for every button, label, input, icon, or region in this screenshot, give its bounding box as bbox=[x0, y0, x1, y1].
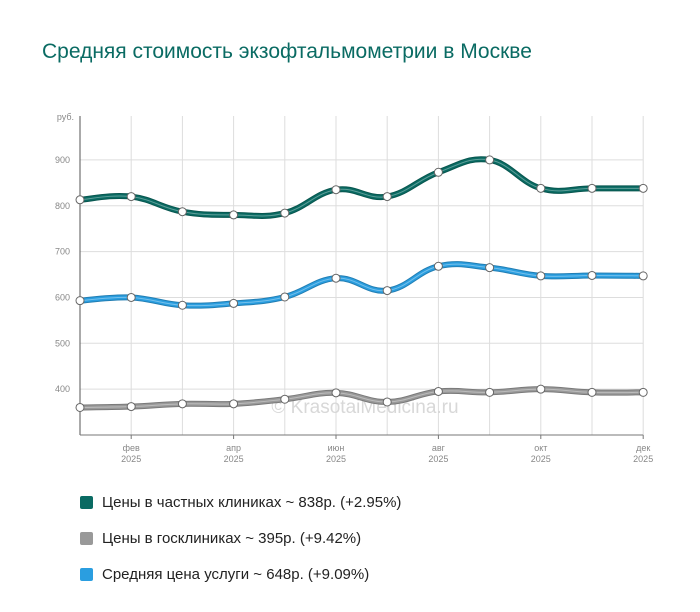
data-point-public bbox=[485, 387, 495, 397]
legend-label-public: Цены в госклиниках ~ 395р. (+9.42%) bbox=[102, 529, 362, 547]
data-point-public bbox=[382, 397, 392, 407]
data-point-average bbox=[229, 298, 239, 308]
x-tick-year: 2025 bbox=[531, 454, 551, 464]
data-point-private bbox=[433, 167, 443, 177]
x-tick-month: окт bbox=[534, 443, 547, 453]
x-tick-year: 2025 bbox=[633, 454, 653, 464]
data-point-average bbox=[587, 270, 597, 280]
chart-axes: 400500600700800900руб.фев2025апр2025июн2… bbox=[55, 112, 653, 464]
legend: Цены в частных клиниках ~ 838р. (+2.95%)… bbox=[80, 484, 401, 592]
data-point-public bbox=[433, 386, 443, 396]
legend-item-private[interactable]: Цены в частных клиниках ~ 838р. (+2.95%) bbox=[80, 484, 401, 520]
y-tick-label: 700 bbox=[55, 247, 70, 257]
series-line-public-highlight bbox=[79, 388, 644, 408]
data-point-private bbox=[75, 195, 85, 205]
data-point-public bbox=[536, 384, 546, 394]
data-point-average bbox=[75, 296, 85, 306]
data-point-average bbox=[536, 271, 546, 281]
x-tick-month: фев bbox=[123, 443, 140, 453]
y-tick-label: 600 bbox=[55, 292, 70, 302]
legend-item-average[interactable]: Средняя цена услуги ~ 648р. (+9.09%) bbox=[80, 556, 401, 592]
data-point-private bbox=[331, 185, 341, 195]
data-point-average bbox=[280, 292, 290, 302]
data-point-average bbox=[485, 263, 495, 273]
data-point-public bbox=[126, 402, 136, 412]
y-tick-label: 800 bbox=[55, 201, 70, 211]
legend-swatch-public bbox=[80, 531, 93, 545]
data-point-public bbox=[280, 394, 290, 404]
data-point-average bbox=[177, 300, 187, 310]
x-tick-month: авг bbox=[432, 443, 446, 453]
data-point-average bbox=[638, 271, 648, 281]
chart-title: Средняя стоимость экзофтальмометрии в Мо… bbox=[42, 40, 532, 63]
x-tick-year: 2025 bbox=[326, 454, 346, 464]
series-line-private bbox=[78, 157, 646, 218]
data-point-public bbox=[229, 399, 239, 409]
data-point-private bbox=[229, 210, 239, 220]
data-point-public bbox=[587, 387, 597, 397]
data-point-private bbox=[177, 207, 187, 217]
y-tick-label: 900 bbox=[55, 155, 70, 165]
series-line-average-highlight bbox=[79, 263, 644, 307]
data-point-public bbox=[75, 402, 85, 412]
data-point-private bbox=[280, 208, 290, 218]
data-point-public bbox=[177, 399, 187, 409]
chart-grid bbox=[79, 116, 644, 435]
data-point-private bbox=[382, 192, 392, 202]
line-chart: 400500600700800900руб.фев2025апр2025июн2… bbox=[55, 112, 653, 464]
data-point-private bbox=[587, 183, 597, 193]
y-tick-label: 400 bbox=[55, 384, 70, 394]
legend-swatch-private bbox=[80, 495, 93, 509]
x-tick-month: июн bbox=[328, 443, 345, 453]
series-line-public bbox=[78, 387, 646, 410]
y-tick-label: 500 bbox=[55, 338, 70, 348]
data-point-average bbox=[433, 261, 443, 271]
data-point-private bbox=[126, 192, 136, 202]
data-point-average bbox=[331, 273, 341, 283]
data-point-public bbox=[331, 388, 341, 398]
watermark: © KrasotaiMedicina.ru bbox=[271, 397, 458, 418]
x-tick-month: дек bbox=[636, 443, 650, 453]
x-tick-year: 2025 bbox=[121, 454, 141, 464]
data-point-private bbox=[638, 183, 648, 193]
data-point-private bbox=[536, 183, 546, 193]
legend-label-average: Средняя цена услуги ~ 648р. (+9.09%) bbox=[102, 565, 370, 583]
data-point-average bbox=[382, 286, 392, 296]
x-tick-year: 2025 bbox=[428, 454, 448, 464]
chart-series bbox=[75, 155, 648, 412]
legend-label-private: Цены в частных клиниках ~ 838р. (+2.95%) bbox=[102, 493, 402, 511]
data-point-public bbox=[638, 387, 648, 397]
data-point-private bbox=[485, 155, 495, 165]
x-tick-month: апр bbox=[226, 443, 241, 453]
y-unit-label: руб. bbox=[57, 112, 74, 122]
x-tick-year: 2025 bbox=[224, 454, 244, 464]
data-point-average bbox=[126, 292, 136, 302]
legend-item-public[interactable]: Цены в госклиниках ~ 395р. (+9.42%) bbox=[80, 520, 401, 556]
legend-swatch-average bbox=[80, 567, 93, 581]
series-line-average bbox=[78, 262, 646, 308]
